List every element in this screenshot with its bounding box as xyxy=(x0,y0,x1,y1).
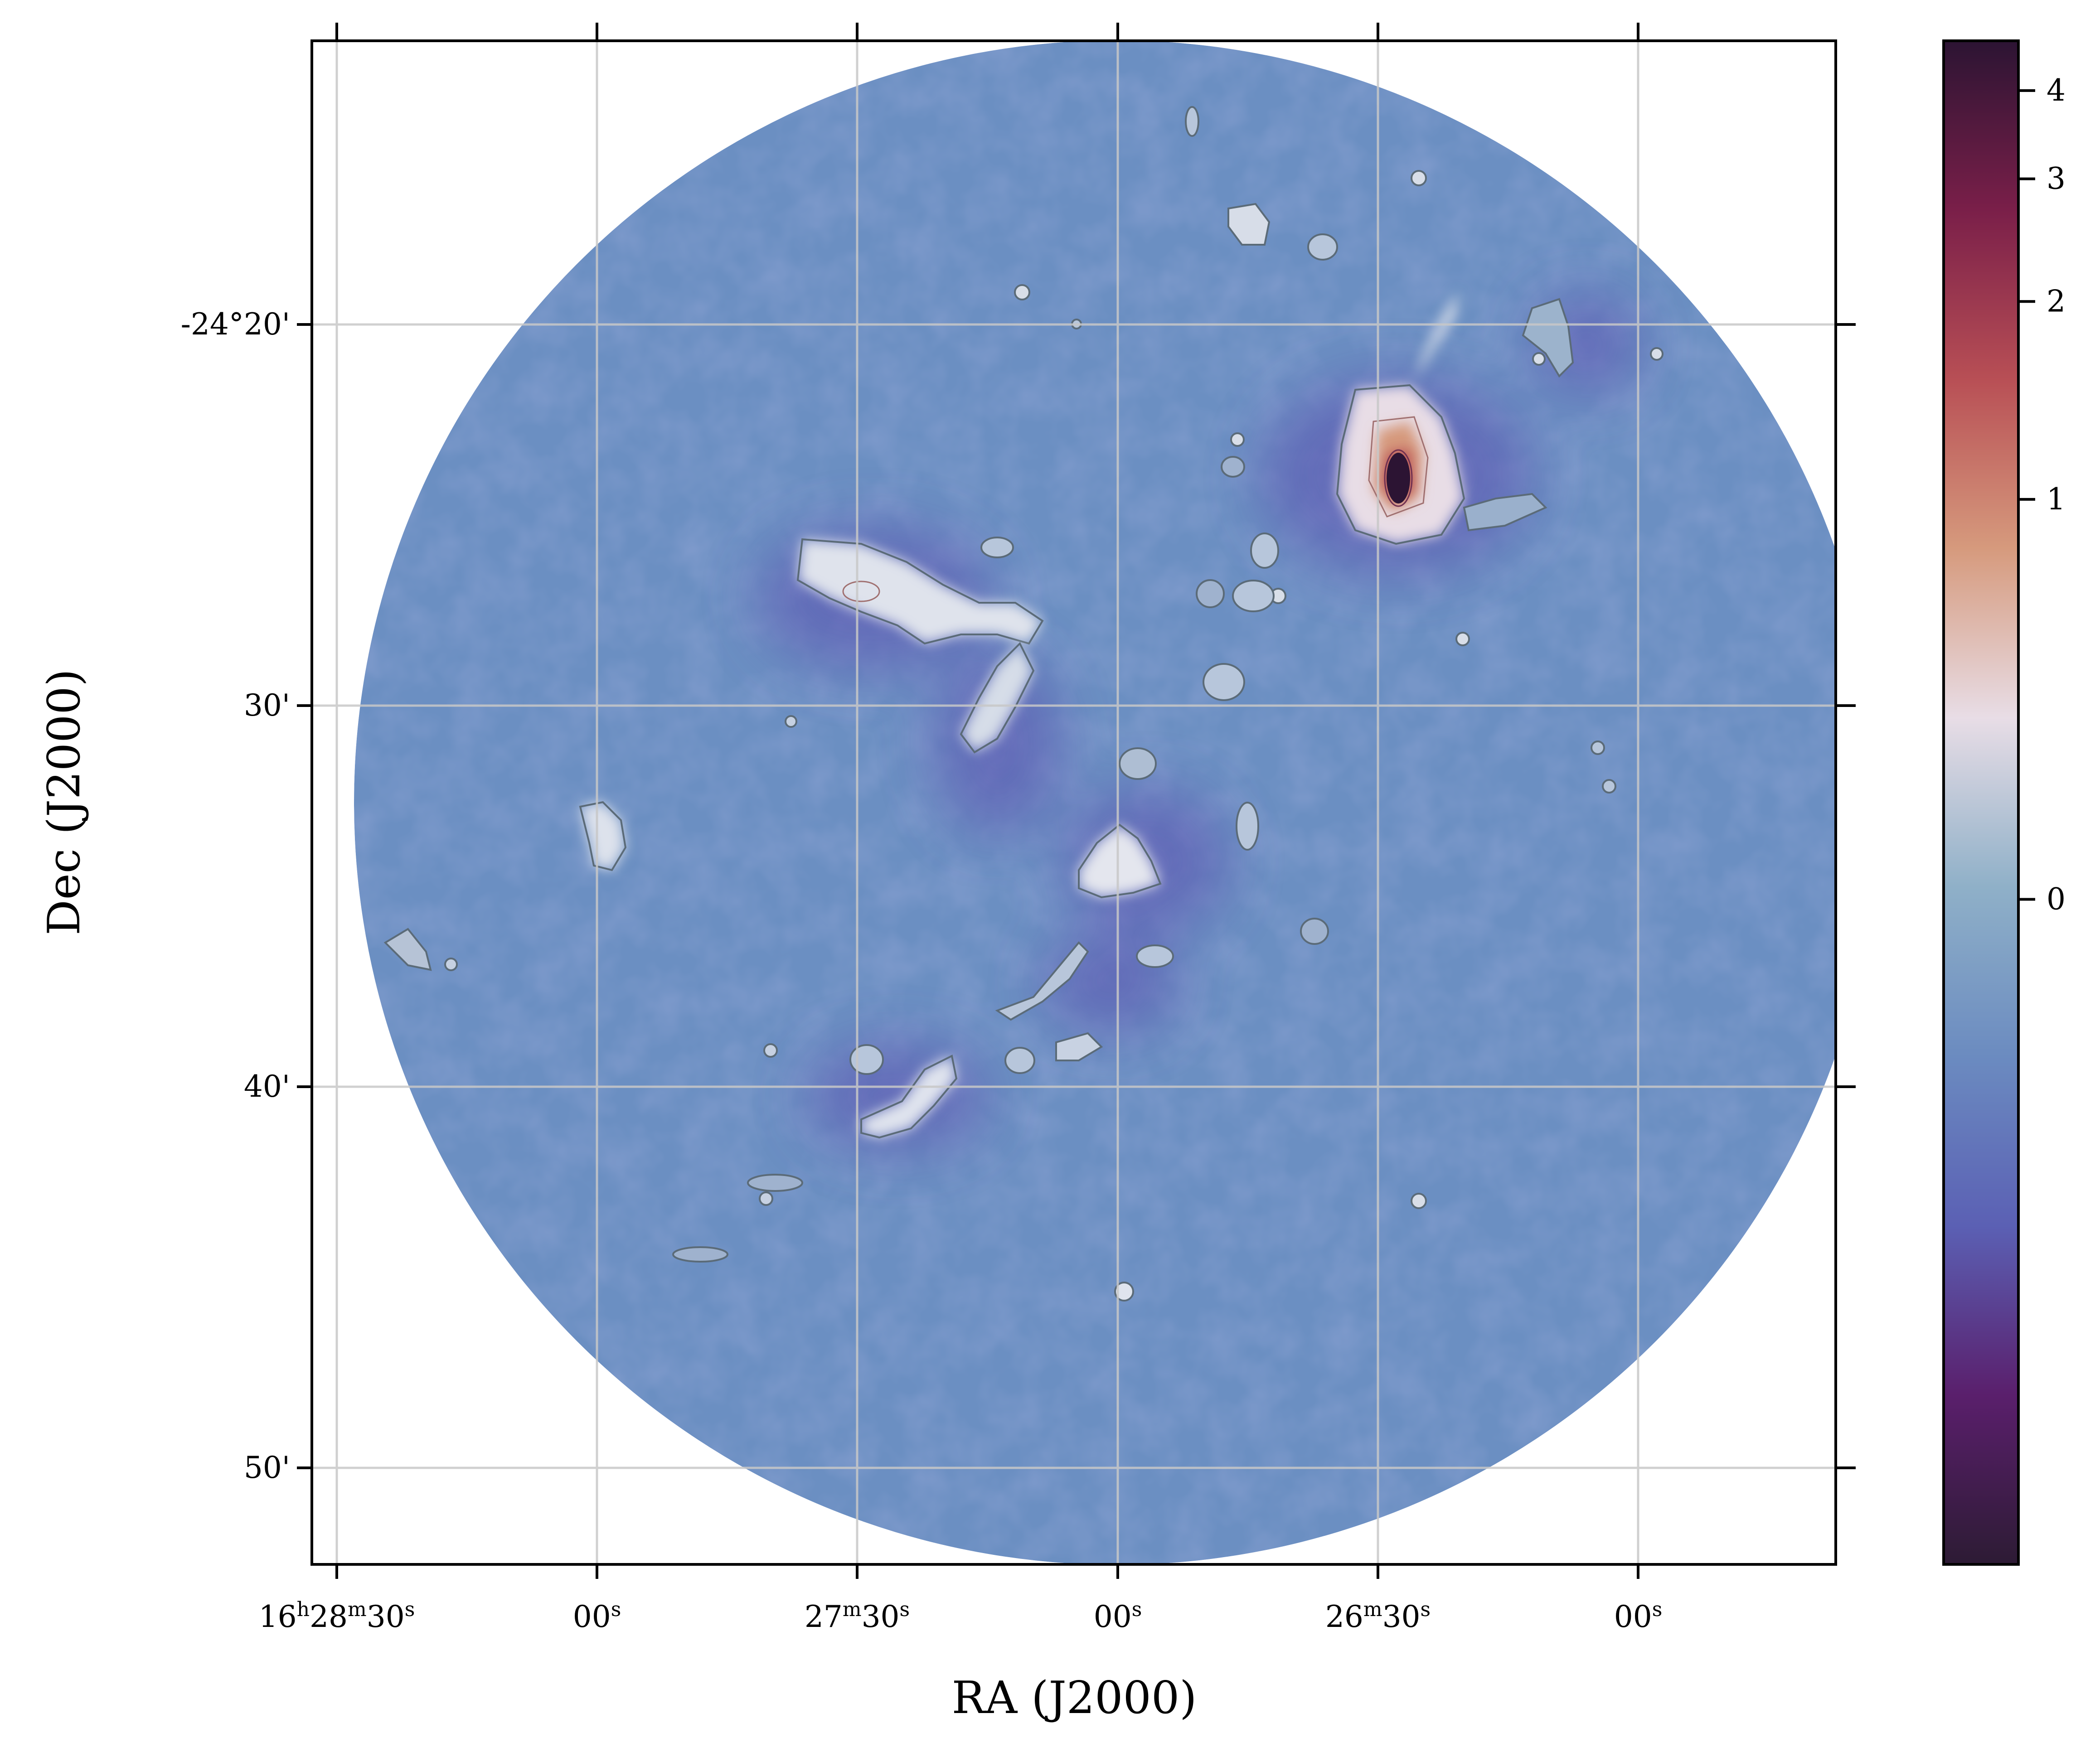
colorbar-frame xyxy=(1942,39,2020,1566)
axes-frame xyxy=(310,39,1837,1566)
source-center xyxy=(1078,747,1162,899)
y-axis xyxy=(297,323,1856,1469)
x-tick-labels: 16h28m30s 00s 27m30s 00s 26m30s 00s xyxy=(259,1598,1663,1634)
x-tick-label-1: 00s xyxy=(573,1598,621,1634)
y-tick-labels: -24°20' 30' 40' 50' xyxy=(181,307,290,1485)
x-axis-title: RA (J2000) xyxy=(952,1672,1197,1724)
source-sw-filament xyxy=(860,941,1103,1139)
y-tick-label-0: -24°20' xyxy=(181,307,290,342)
emission-sources xyxy=(383,106,1664,1302)
plot-area xyxy=(312,41,1836,1564)
x-tick-label-5: 00s xyxy=(1614,1598,1663,1634)
x-tick-label-2: 27m30s xyxy=(805,1598,910,1634)
y-tick-label-3: 50' xyxy=(244,1450,290,1485)
y-tick-label-1: 30' xyxy=(244,688,290,723)
source-north-clumps xyxy=(1227,203,1574,532)
y-axis-title: Dec (J2000) xyxy=(39,669,90,935)
x-tick-label-4: 26m30s xyxy=(1325,1598,1431,1634)
colorbar-fill xyxy=(1944,41,2018,1564)
source-ne-core xyxy=(1336,290,1465,545)
source-west xyxy=(383,801,627,971)
colorbar-ticks: 4 3 2 1 0 xyxy=(2018,73,2066,917)
colorbar-tick-label: 3 xyxy=(2047,161,2066,196)
source-nw-filament xyxy=(796,538,1044,754)
colorbar-tick-label: 4 xyxy=(2047,73,2066,108)
colorbar-tick-label: 1 xyxy=(2047,482,2066,517)
x-tick-label-3: 00s xyxy=(1094,1598,1142,1634)
grid xyxy=(312,41,1836,1564)
field-disk xyxy=(354,41,1836,1564)
x-tick-label-0: 16h28m30s xyxy=(259,1598,415,1634)
x-axis xyxy=(335,23,1639,1579)
colorbar-tick-label: 2 xyxy=(2047,284,2066,319)
colorbar: 4 3 2 1 0 xyxy=(1942,39,2066,1566)
colorbar-tick-label: 0 xyxy=(2047,882,2066,917)
y-tick-label-2: 40' xyxy=(244,1069,290,1104)
compact-sources xyxy=(444,106,1664,1302)
